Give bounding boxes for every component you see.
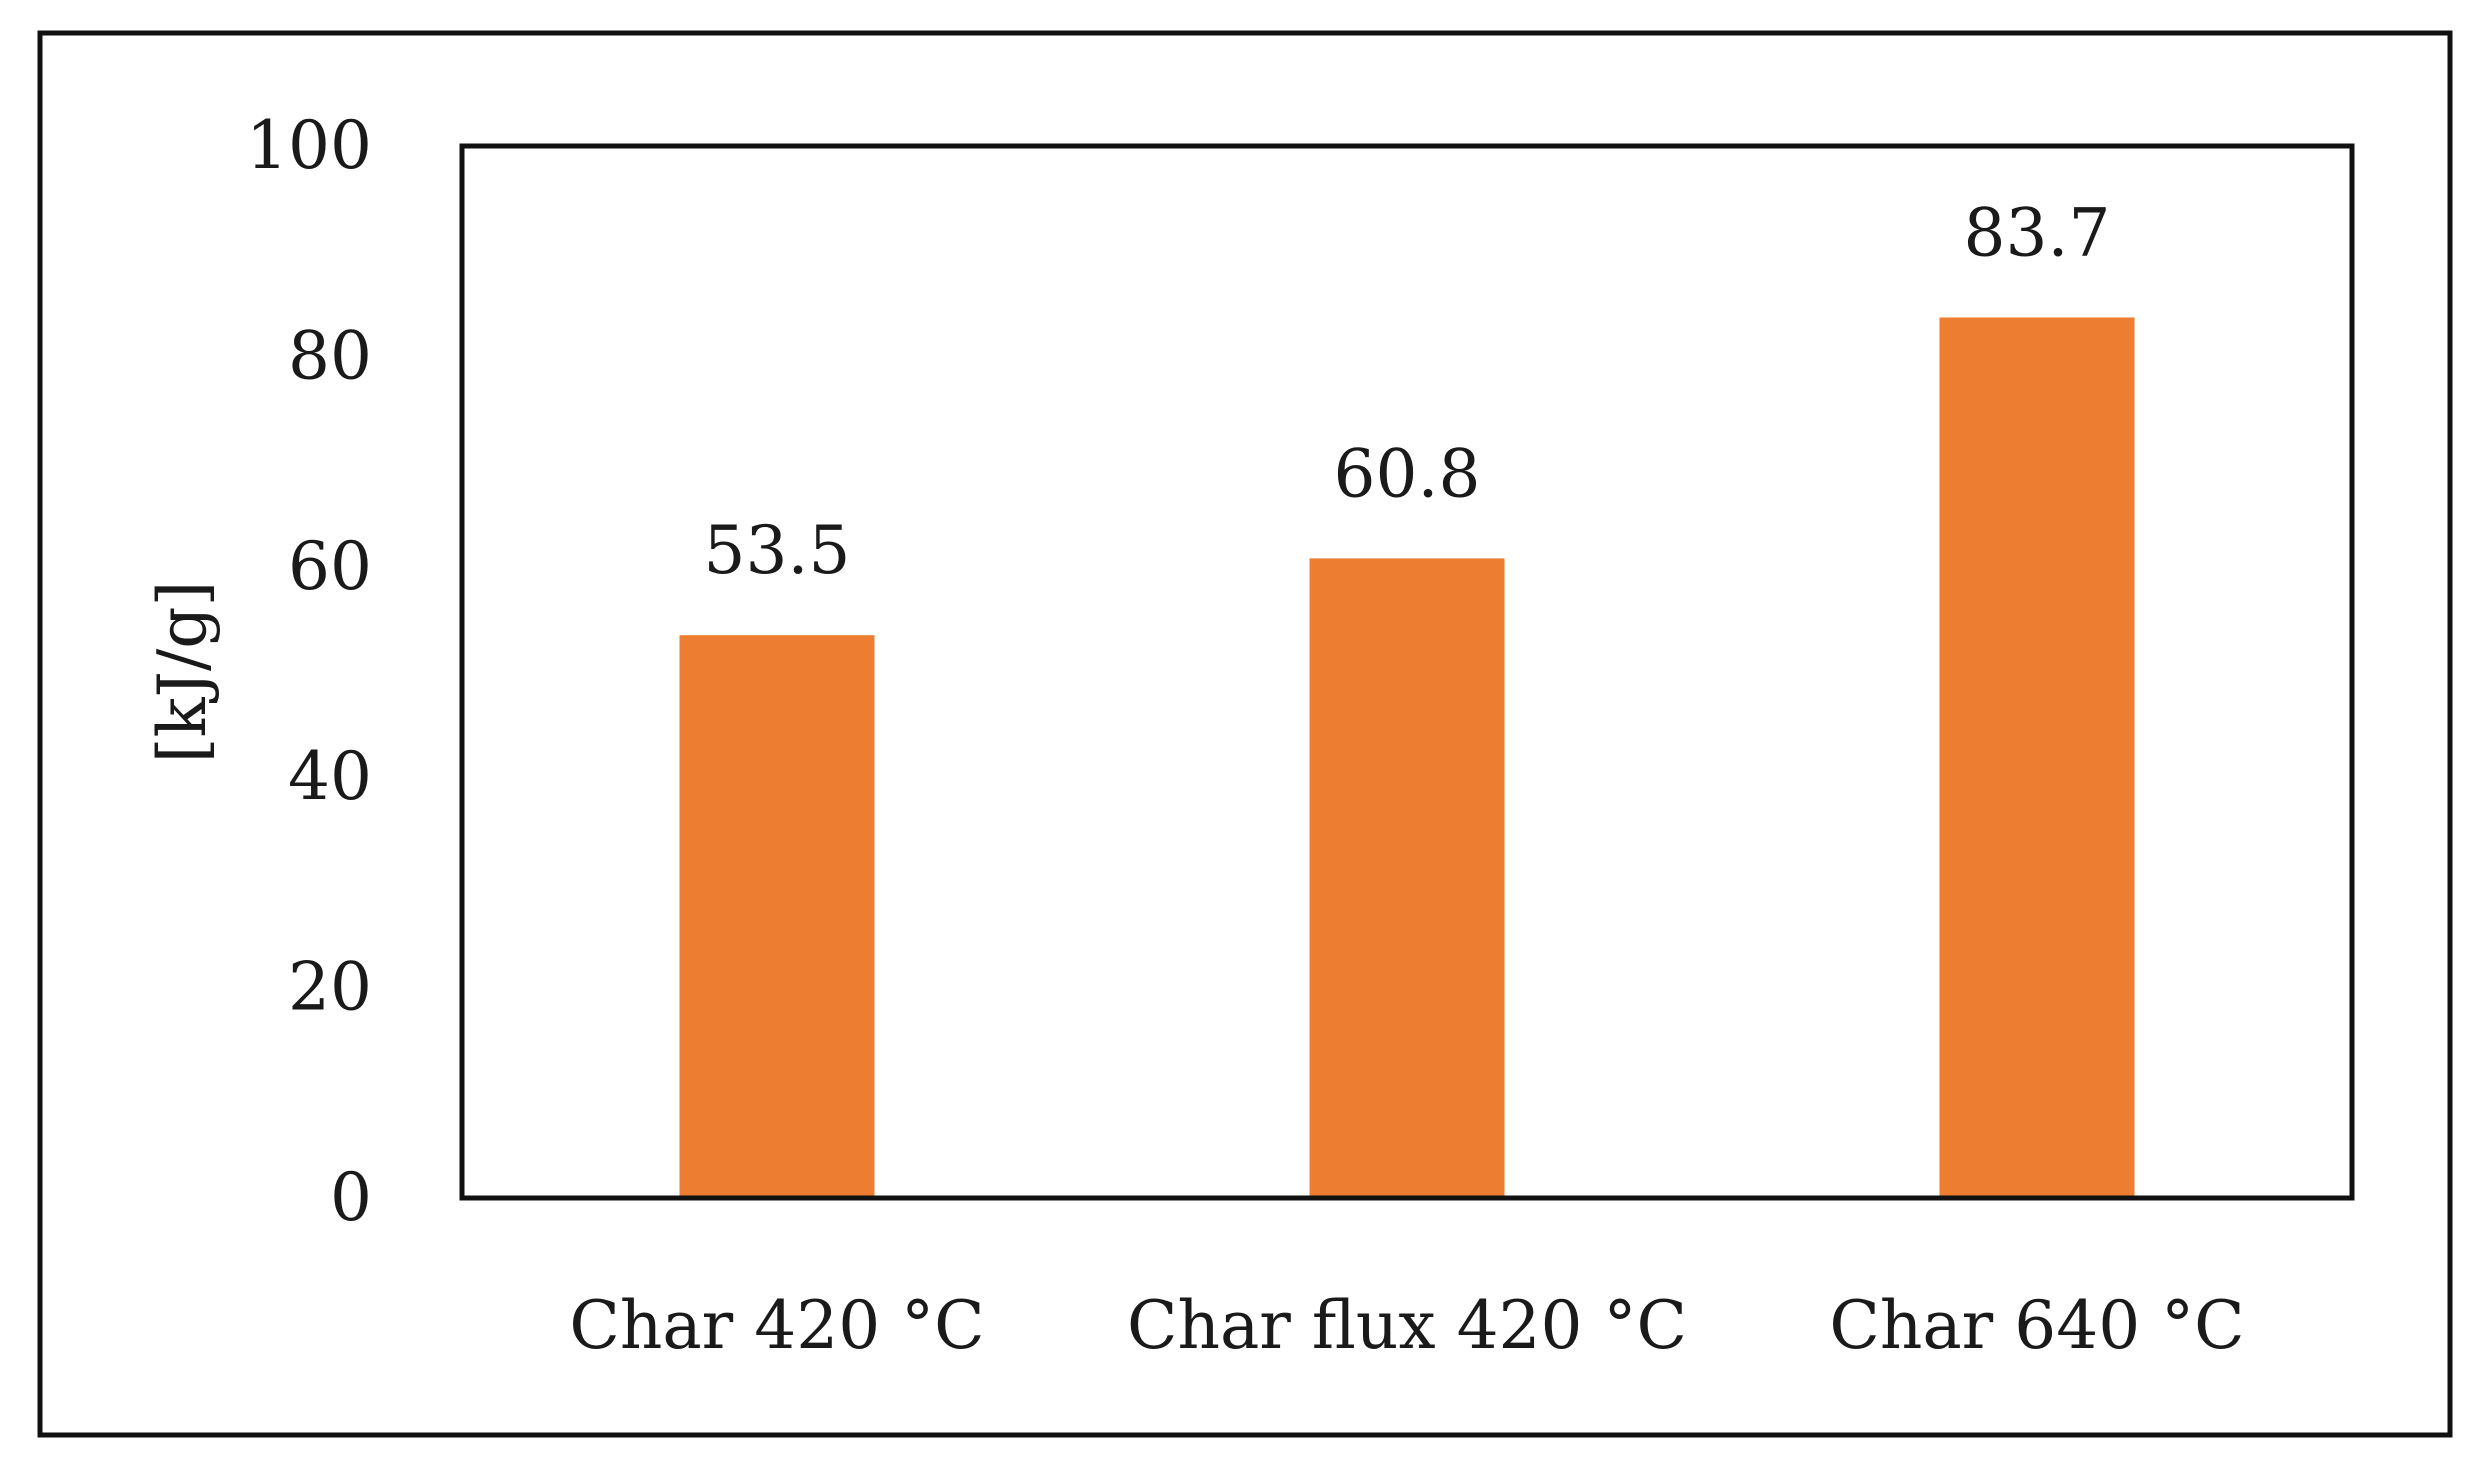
y-tick-label: 0	[330, 1159, 372, 1236]
data-label: 60.8	[1334, 435, 1481, 512]
y-tick-label: 40	[288, 738, 372, 815]
x-tick-label: Char 420 °C	[569, 1287, 984, 1364]
y-tick-label: 60	[288, 528, 372, 605]
bar	[679, 635, 875, 1198]
y-axis-label: [kJ/g]	[144, 581, 221, 763]
y-tick-label: 80	[288, 317, 372, 394]
data-label: 53.5	[704, 512, 851, 589]
plot-area-frame	[459, 143, 2355, 1201]
y-tick-label: 20	[288, 949, 372, 1026]
bars-layer	[679, 317, 2135, 1198]
x-axis-ticks: Char 420 °C Char flux 420 °C Char 640 °C	[569, 1287, 2244, 1364]
bar	[1309, 558, 1505, 1198]
data-labels-layer: 53.5 60.8 83.7	[704, 194, 2111, 589]
bar	[1939, 317, 2135, 1198]
y-tick-label: 100	[246, 107, 372, 184]
x-tick-label: Char 640 °C	[1829, 1287, 2244, 1364]
data-label: 83.7	[1964, 194, 2111, 271]
y-axis-ticks: 0 20 40 60 80 100	[246, 107, 372, 1236]
x-tick-label: Char flux 420 °C	[1127, 1287, 1687, 1364]
